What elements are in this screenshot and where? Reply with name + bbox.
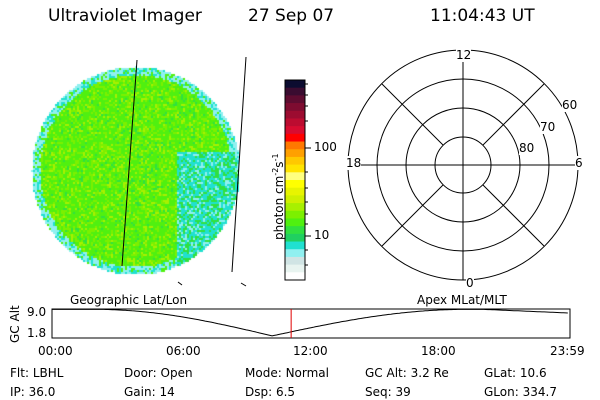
geographic-title: Geographic Lat/Lon — [70, 293, 187, 307]
xtick-2359: 23:59 — [550, 344, 585, 358]
status-gain: Gain: 14 — [124, 385, 175, 399]
mlt-0: 0 — [466, 276, 474, 290]
time-label: 11:04:43 UT — [430, 6, 535, 26]
instrument-title: Ultraviolet Imager — [48, 6, 202, 26]
mlt-6: 6 — [575, 156, 583, 170]
status-flt: Flt: LBHL — [10, 366, 63, 380]
ytick-1.8: 1.8 — [27, 326, 46, 340]
status-mode: Mode: Normal — [245, 366, 329, 380]
status-ip: IP: 36.0 — [10, 385, 55, 399]
status-dsp: Dsp: 6.5 — [245, 385, 295, 399]
mlt-18: 18 — [346, 156, 361, 170]
colorbar-tick-10: 10 — [314, 228, 329, 242]
colorbar-label: photon cm-2s-1 — [271, 153, 286, 240]
lat-60: 60 — [562, 98, 577, 112]
xtick-6: 06:00 — [166, 344, 201, 358]
status-door: Door: Open — [124, 366, 193, 380]
altitude-plot-frame — [52, 309, 570, 338]
uv-auroral-image — [0, 0, 600, 300]
xtick-0: 00:00 — [38, 344, 73, 358]
status-glon: GLon: 334.7 — [484, 385, 557, 399]
lat-70: 70 — [540, 120, 555, 134]
status-seq: Seq: 39 — [365, 385, 411, 399]
mlt-12: 12 — [456, 48, 471, 62]
status-gcalt: GC Alt: 3.2 Re — [365, 366, 449, 380]
date-label: 27 Sep 07 — [248, 6, 334, 26]
lat-80: 80 — [519, 141, 534, 155]
altplot-ylabel: GC Alt — [8, 305, 22, 343]
xtick-18: 18:00 — [421, 344, 456, 358]
altitude-curve — [52, 309, 568, 336]
ytick-9: 9.0 — [27, 305, 46, 319]
apex-title: Apex MLat/MLT — [417, 293, 507, 307]
colorbar-tick-100: 100 — [314, 140, 337, 154]
status-glat: GLat: 10.6 — [484, 366, 547, 380]
xtick-12: 12:00 — [293, 344, 328, 358]
